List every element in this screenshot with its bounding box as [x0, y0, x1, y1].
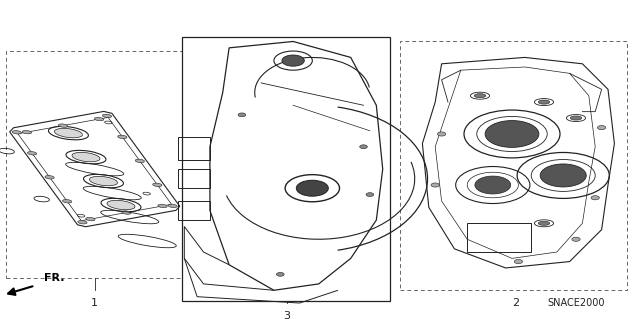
Ellipse shape: [90, 176, 118, 186]
Text: 3: 3: [284, 311, 290, 319]
Ellipse shape: [515, 260, 523, 263]
Ellipse shape: [22, 130, 31, 134]
Ellipse shape: [475, 176, 511, 194]
Ellipse shape: [135, 159, 145, 163]
Ellipse shape: [296, 180, 328, 196]
Ellipse shape: [591, 196, 600, 200]
Ellipse shape: [598, 126, 605, 130]
Ellipse shape: [572, 237, 580, 241]
Ellipse shape: [538, 221, 550, 225]
Ellipse shape: [95, 117, 104, 121]
Ellipse shape: [63, 199, 72, 203]
Ellipse shape: [538, 100, 550, 104]
Ellipse shape: [107, 200, 135, 210]
Ellipse shape: [540, 164, 586, 187]
Ellipse shape: [366, 193, 374, 197]
Ellipse shape: [54, 129, 83, 138]
Ellipse shape: [72, 152, 100, 162]
Text: FR.: FR.: [44, 273, 64, 283]
Text: 2: 2: [511, 298, 519, 308]
Ellipse shape: [474, 94, 486, 98]
Ellipse shape: [12, 130, 21, 134]
Ellipse shape: [118, 135, 127, 139]
Ellipse shape: [431, 183, 440, 187]
Ellipse shape: [168, 204, 177, 208]
Ellipse shape: [360, 145, 367, 149]
Ellipse shape: [58, 124, 68, 127]
Ellipse shape: [485, 121, 539, 147]
Ellipse shape: [158, 204, 167, 208]
Ellipse shape: [282, 55, 305, 66]
Ellipse shape: [438, 132, 446, 136]
Ellipse shape: [86, 217, 95, 221]
Text: 1: 1: [92, 298, 98, 308]
Ellipse shape: [570, 116, 582, 120]
Text: SNACE2000: SNACE2000: [547, 298, 605, 308]
Ellipse shape: [78, 220, 87, 224]
Ellipse shape: [276, 272, 284, 276]
Ellipse shape: [45, 175, 54, 179]
Ellipse shape: [153, 183, 162, 187]
Ellipse shape: [238, 113, 246, 117]
Ellipse shape: [28, 152, 36, 155]
Ellipse shape: [122, 211, 131, 214]
Ellipse shape: [102, 114, 111, 118]
